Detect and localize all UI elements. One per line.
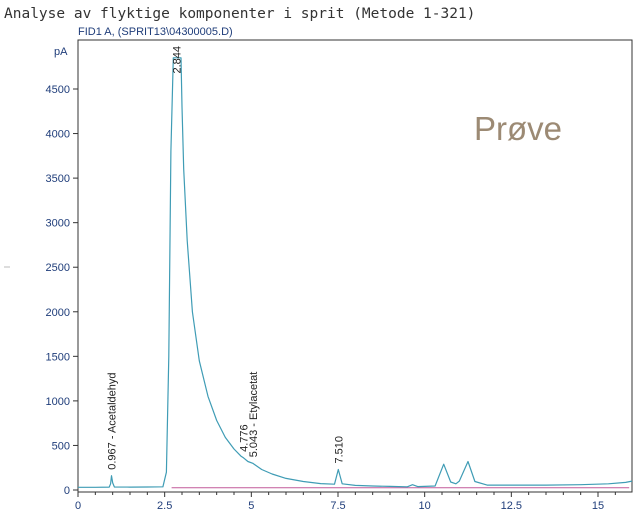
x-axis: 0 2.5 5 7.5 10 12.5 15 bbox=[75, 492, 616, 512]
y-axis: 0 500 1000 1500 2000 2500 3000 3500 4000 4500 bbox=[46, 84, 78, 497]
peak-label: 5.043 - Etylacetat bbox=[248, 372, 260, 458]
x-tick-label: 10 bbox=[419, 500, 431, 512]
plot-frame bbox=[77, 39, 633, 493]
y-tick-label: 4000 bbox=[46, 129, 70, 141]
x-tick-label: 0 bbox=[75, 500, 81, 512]
y-tick-label: 3000 bbox=[46, 218, 70, 230]
peak-label: 7.510 bbox=[333, 436, 345, 464]
watermark-text: Prøve bbox=[474, 110, 562, 147]
y-tick-label: 2500 bbox=[46, 262, 70, 274]
y-tick-label: 4500 bbox=[46, 84, 70, 96]
chromatogram-trace bbox=[78, 57, 633, 488]
x-tick-label: 12.5 bbox=[501, 500, 522, 512]
y-tick-label: 1000 bbox=[46, 396, 70, 408]
chart-title: Analyse av flyktige komponenter i sprit … bbox=[4, 6, 475, 22]
signal-label: FID1 A, (SPRIT13\04300005.D) bbox=[78, 26, 233, 38]
x-tick-label: 7.5 bbox=[330, 500, 345, 512]
y-tick-label: 1500 bbox=[46, 351, 70, 363]
peak-label: 0.967 - Acetaldehyd bbox=[107, 372, 119, 469]
x-tick-label: 15 bbox=[592, 500, 604, 512]
y-tick-label: 0 bbox=[64, 485, 70, 497]
y-tick-label: 2000 bbox=[46, 307, 70, 319]
peak-label: 2.844 bbox=[172, 46, 184, 74]
x-tick-label: 5 bbox=[248, 500, 254, 512]
y-tick-label: 500 bbox=[52, 440, 70, 452]
y-tick-label: 3500 bbox=[46, 173, 70, 185]
peak-label: 4.776 bbox=[239, 424, 251, 452]
x-tick-label: 2.5 bbox=[157, 500, 172, 512]
y-axis-unit-label: pA bbox=[54, 46, 68, 58]
